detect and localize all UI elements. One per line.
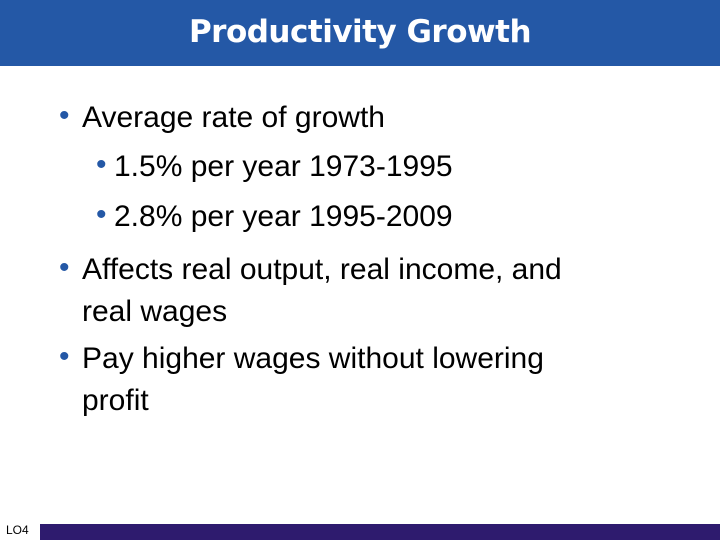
sub-bullet-item: • 1.5% per year 1973-1995 [96,146,453,188]
page-number: 23-11 [676,513,706,527]
bullet-dot-icon: • [96,198,107,231]
bullet-text-line-2: real wages [82,295,228,328]
bullet-text-line-2: profit [82,384,149,417]
title-bar [0,0,720,66]
bullet-item: • Pay higher wages without lowering prof… [59,338,544,422]
sub-bullet-text: 2.8% per year 1995-2009 [114,200,453,233]
bullet-item: • Affects real output, real income, and … [59,249,562,333]
bullet-dot-icon: • [59,340,70,373]
bullet-text-line-1: Affects real output, real income, and [82,253,562,286]
bullet-item: • Average rate of growth [59,97,385,139]
slide-title: Productivity Growth [188,14,532,50]
bullet-text: Average rate of growth [82,101,385,134]
bullet-dot-icon: • [59,99,70,132]
sub-bullet-item: • 2.8% per year 1995-2009 [96,196,453,238]
bullet-text-line-1: Pay higher wages without lowering [82,342,544,375]
sub-bullet-text: 1.5% per year 1973-1995 [114,150,453,183]
learning-objective-label: LO4 [6,523,29,537]
bullet-dot-icon: • [96,148,107,181]
footer-bar [40,524,720,540]
bullet-dot-icon: • [59,251,70,284]
